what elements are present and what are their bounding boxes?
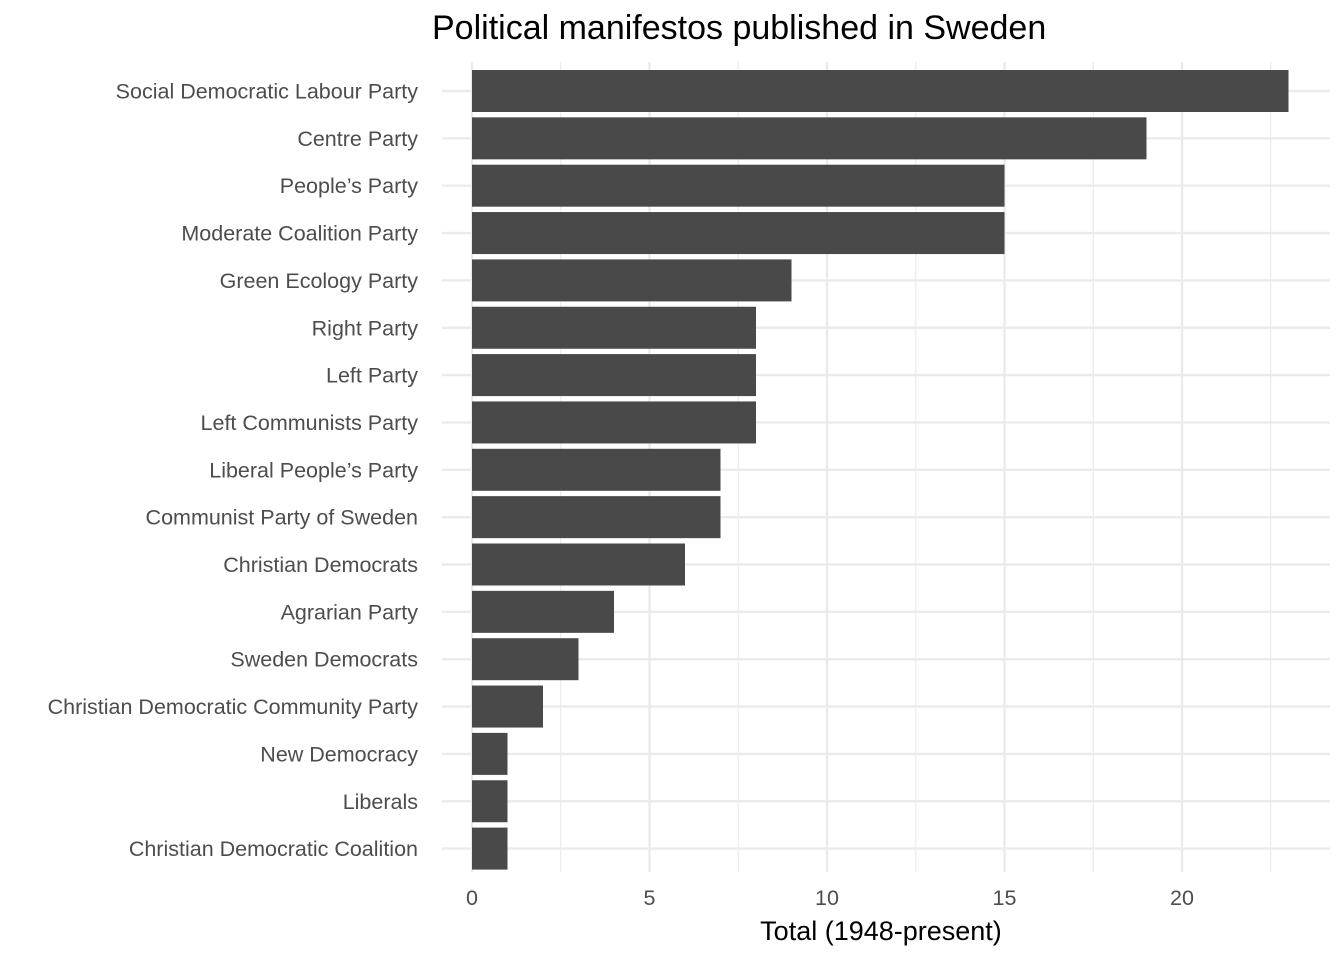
chart-title: Political manifestos published in Sweden xyxy=(432,9,1046,47)
bar xyxy=(472,732,508,775)
x-tick-label: 5 xyxy=(644,886,656,910)
category-label: Left Communists Party xyxy=(201,411,419,435)
category-label: Liberals xyxy=(343,790,418,814)
category-label: Communist Party of Sweden xyxy=(146,506,418,530)
bar xyxy=(472,827,508,870)
category-label: Sweden Democrats xyxy=(230,648,418,672)
category-label: People’s Party xyxy=(280,174,418,198)
bar xyxy=(472,685,543,728)
bar xyxy=(472,496,721,539)
bar xyxy=(472,638,579,681)
x-tick-label: 20 xyxy=(1170,886,1194,910)
bar xyxy=(472,448,721,491)
category-labels: Social Democratic Labour Party Centre Par… xyxy=(48,80,419,862)
category-label: New Democracy xyxy=(260,742,418,766)
category-label: Christian Democratic Coalition xyxy=(129,837,418,861)
category-label: Social Democratic Labour Party xyxy=(116,80,419,104)
bar xyxy=(472,306,756,349)
category-label: Green Ecology Party xyxy=(220,269,419,293)
category-label: Centre Party xyxy=(297,127,418,151)
category-label: Christian Democrats xyxy=(223,553,418,577)
bar xyxy=(472,164,1005,207)
category-label: Right Party xyxy=(312,316,419,340)
category-label: Left Party xyxy=(326,364,418,388)
bar xyxy=(472,401,756,444)
bars xyxy=(472,70,1289,870)
x-tick-label: 10 xyxy=(815,886,839,910)
category-label: Moderate Coalition Party xyxy=(181,222,418,246)
x-tick-label: 15 xyxy=(993,886,1017,910)
bar xyxy=(472,212,1005,255)
x-tick-label: 0 xyxy=(466,886,478,910)
category-label: Christian Democratic Community Party xyxy=(48,695,419,719)
category-label: Liberal People’s Party xyxy=(209,458,418,482)
bar xyxy=(472,780,508,823)
category-label: Agrarian Party xyxy=(281,600,419,624)
bar xyxy=(472,117,1147,160)
bar xyxy=(472,259,792,302)
bar xyxy=(472,590,614,633)
x-axis-title: Total (1948-present) xyxy=(760,916,1002,946)
x-axis-tick-labels: 0 5 10 15 20 xyxy=(466,886,1194,910)
bar xyxy=(472,543,685,586)
bar xyxy=(472,354,756,397)
bar xyxy=(472,70,1289,112)
